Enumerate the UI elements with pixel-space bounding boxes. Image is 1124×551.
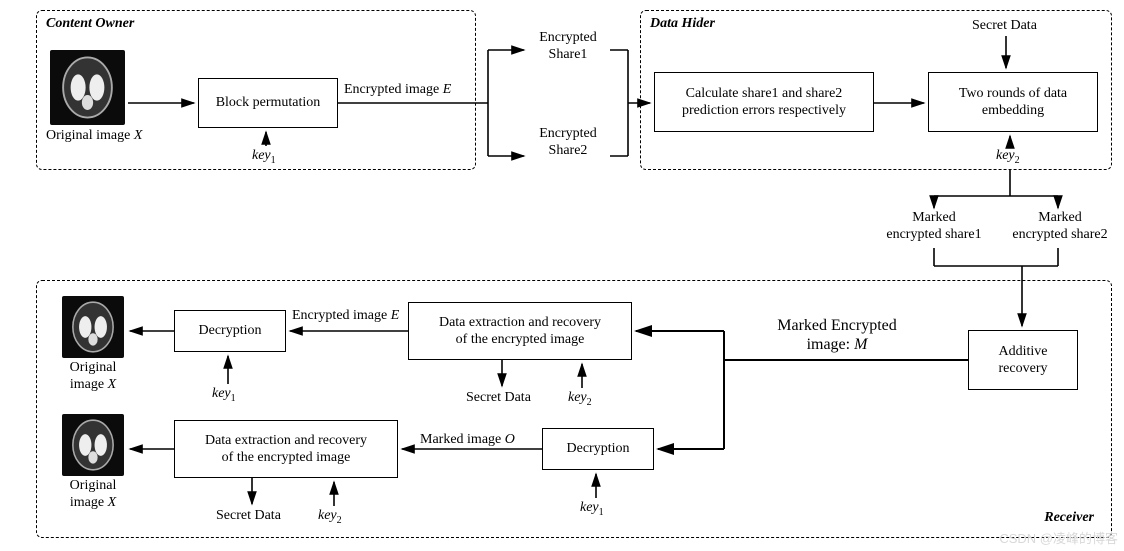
key2-mid-label: key2	[568, 390, 592, 409]
key1-bot-label: key1	[580, 500, 604, 519]
region-title-content-owner: Content Owner	[46, 16, 134, 33]
original-image-bot-label: Originalimage X	[62, 478, 124, 512]
marked-image-o-label: Marked image O	[420, 432, 515, 449]
key1-top-label: key1	[252, 148, 276, 167]
region-title-data-hider: Data Hider	[650, 16, 715, 33]
diagram-canvas: Content Owner Data Hider Receiver Origin…	[0, 0, 1124, 551]
data-extraction-top-box: Data extraction and recoveryof the encry…	[408, 302, 632, 360]
original-image-top-label: Original image X	[46, 128, 156, 145]
region-title-receiver: Receiver	[1044, 510, 1094, 527]
original-image-mid-label: Originalimage X	[62, 360, 124, 394]
additive-recovery-box: Additiverecovery	[968, 330, 1078, 390]
key1-mid-label: key1	[212, 386, 236, 405]
encrypted-image-e-top-label: Encrypted image E	[344, 82, 451, 99]
watermark: CSDN @凌峰的博客	[999, 528, 1118, 547]
block-permutation-box: Block permutation	[198, 78, 338, 128]
marked-encrypted-m-label: Marked Encryptedimage: M	[752, 316, 922, 354]
marked-share1-label: Markedencrypted share1	[874, 210, 994, 244]
decryption-bot-box: Decryption	[542, 428, 654, 470]
two-rounds-box: Two rounds of dataembedding	[928, 72, 1098, 132]
encrypted-share2-label: EncryptedShare2	[528, 126, 608, 160]
original-image-mid	[62, 296, 124, 358]
original-image-bot	[62, 414, 124, 476]
key2-bot-label: key2	[318, 508, 342, 527]
decryption-top-box: Decryption	[174, 310, 286, 352]
encrypted-image-e-mid-label: Encrypted image E	[292, 308, 399, 325]
marked-share2-label: Markedencrypted share2	[1000, 210, 1120, 244]
secret-data-bot-label: Secret Data	[216, 508, 281, 525]
calc-share-box: Calculate share1 and share2prediction er…	[654, 72, 874, 132]
key2-top-label: key2	[996, 148, 1020, 167]
original-image-top	[50, 50, 125, 125]
secret-data-mid-label: Secret Data	[466, 390, 531, 407]
data-extraction-bot-box: Data extraction and recoveryof the encry…	[174, 420, 398, 478]
encrypted-share1-label: EncryptedShare1	[528, 30, 608, 64]
secret-data-top-label: Secret Data	[972, 18, 1037, 35]
